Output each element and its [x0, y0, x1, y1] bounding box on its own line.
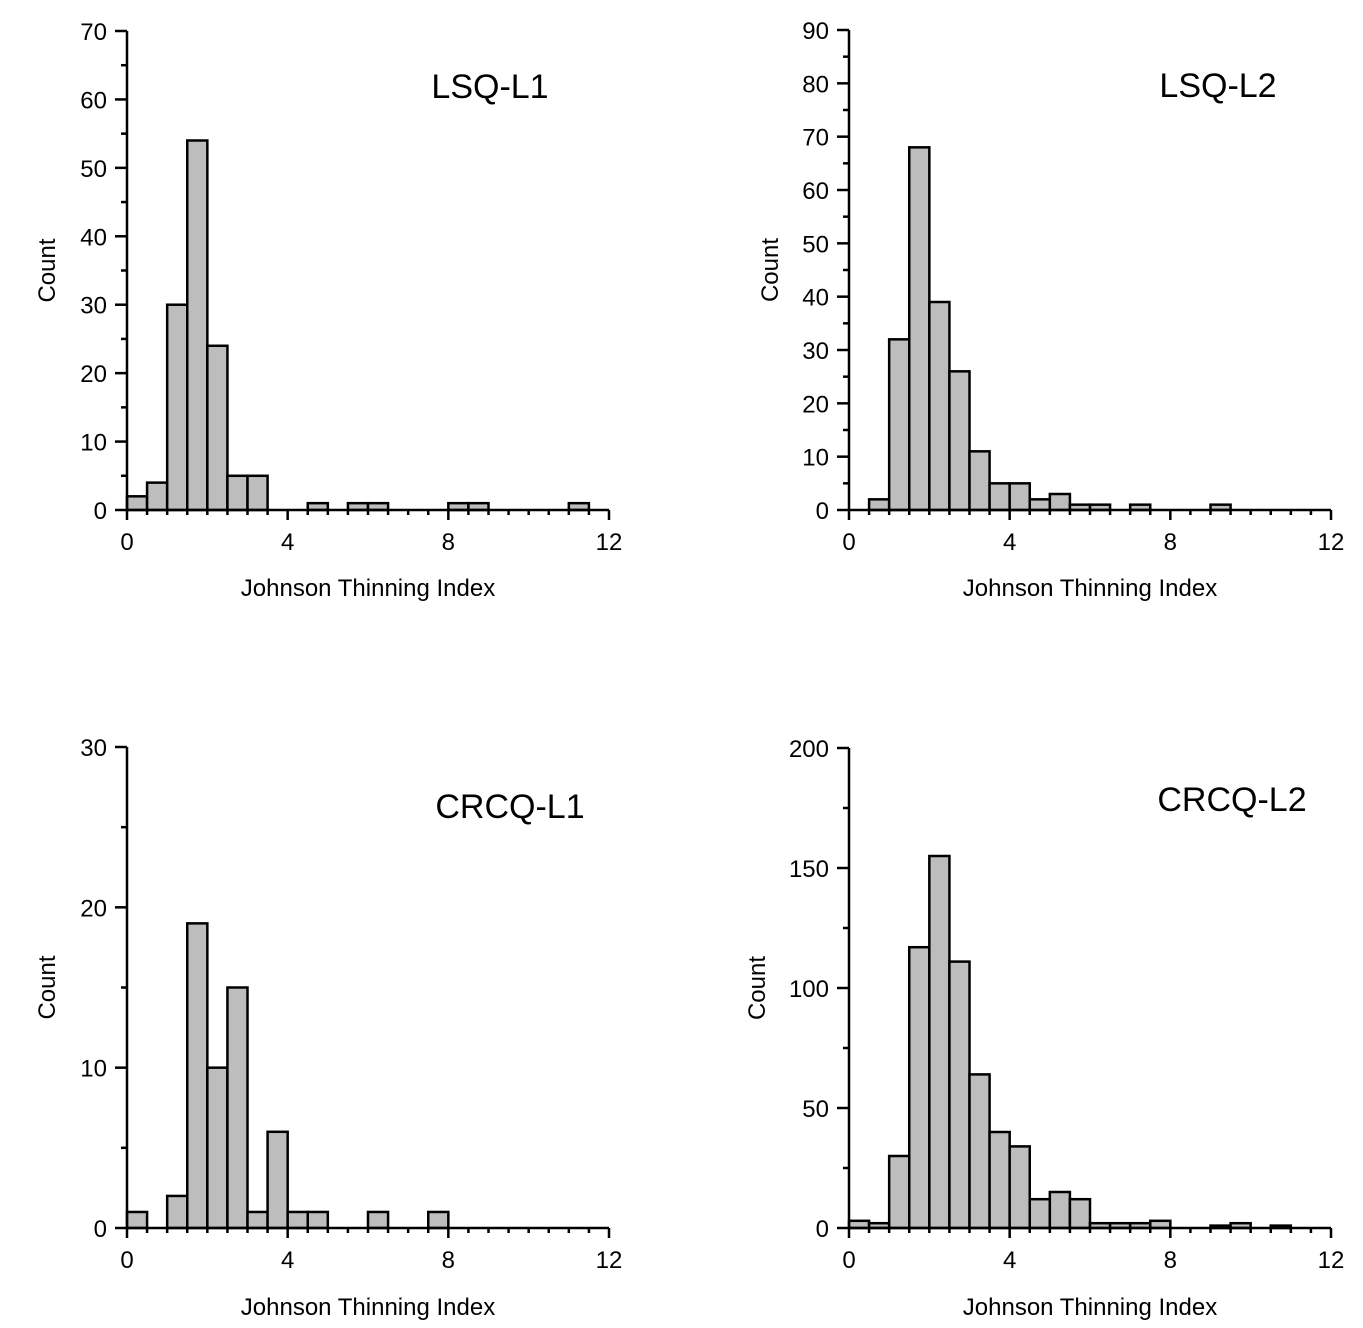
y-tick-label: 100 — [789, 976, 829, 1003]
y-tick-label: 90 — [802, 18, 829, 45]
bar-crcq-l1-4 — [226, 986, 249, 1230]
x-tick-label: 8 — [442, 1247, 455, 1274]
x-tick-label: 0 — [842, 529, 855, 556]
x-tick-label: 4 — [1003, 1247, 1016, 1274]
y-tick-label: 20 — [802, 391, 829, 418]
y-tick-label: 70 — [80, 19, 107, 46]
panel-lsq-l1: 0 4 8 12 0 10 20 30 40 50 60 70 Johnson Thinning Ind… — [34, 19, 622, 602]
bar-crcq-l2-11 — [1068, 1197, 1092, 1230]
y-tick-label: 30 — [80, 293, 107, 320]
y-tick-label: 50 — [802, 1096, 829, 1123]
x-tick-label: 0 — [842, 1247, 855, 1274]
x-tick-label: 8 — [1164, 529, 1177, 556]
bar-crcq-l2-3 — [908, 945, 931, 1230]
panel-lsq-l2: 0 4 8 12 0 10 20 30 40 50 60 70 80 90 Johnson Thinning… — [757, 18, 1344, 602]
bar-crcq-l1-8 — [306, 1210, 330, 1230]
x-tick-label: 4 — [281, 1247, 294, 1274]
y-tick-label: 0 — [816, 1216, 829, 1243]
bar-crcq-l2-8 — [1008, 1145, 1032, 1230]
bar-lsq-l1-5 — [226, 474, 249, 512]
bar-lsq-l2-6 — [988, 482, 1011, 512]
y-tick-label: 0 — [94, 498, 107, 525]
bar-crcq-l1-9 — [366, 1210, 390, 1230]
bar-lsq-l2-2 — [908, 146, 931, 512]
bar-crcq-l1-2 — [186, 922, 209, 1230]
bar-crcq-l1-7 — [286, 1210, 309, 1230]
bar-lsq-l1-3 — [186, 139, 209, 512]
y-tick-label: 10 — [802, 445, 829, 472]
y-tick-label: 10 — [80, 1056, 107, 1083]
y-tick-label: 70 — [802, 125, 829, 152]
bar-crcq-l2-2 — [887, 1154, 911, 1230]
y-tick-label: 200 — [789, 736, 829, 763]
panel-title: CRCQ-L2 — [1157, 781, 1306, 819]
y-tick-label: 30 — [802, 338, 829, 365]
bar-lsq-l2-0 — [867, 498, 891, 512]
y-tick-label: 0 — [94, 1216, 107, 1243]
x-axis-title: Johnson Thinning Index — [241, 1294, 495, 1321]
x-tick-label: 12 — [596, 529, 623, 556]
x-tick-label: 4 — [281, 529, 294, 556]
x-tick-label: 8 — [442, 529, 455, 556]
panel-crcq-l2: 0 4 8 12 0 50 100 150 200 Johnson Thinning Index C… — [744, 736, 1344, 1321]
panel-title: LSQ-L1 — [431, 68, 548, 106]
bar-crcq-l1-3 — [206, 1066, 229, 1230]
bar-lsq-l2-8 — [1028, 498, 1052, 512]
y-axis-title: Count — [34, 238, 61, 302]
y-axis-title: Count — [757, 238, 784, 302]
bar-crcq-l1-1 — [165, 1194, 189, 1230]
bar-lsq-l1-1 — [145, 481, 169, 512]
y-tick-label: 0 — [816, 498, 829, 525]
x-tick-label: 12 — [1318, 1247, 1345, 1274]
bar-lsq-l1-4 — [206, 344, 229, 512]
bar-crcq-l1-10 — [427, 1210, 450, 1230]
y-tick-label: 50 — [80, 156, 107, 183]
y-axis-title: Count — [34, 955, 61, 1019]
panel-crcq-l1: 0 4 8 12 0 10 20 30 Johnson Thinning Index Count C… — [34, 735, 622, 1321]
y-tick-label: 60 — [80, 87, 107, 114]
bar-crcq-l1-0 — [125, 1210, 149, 1230]
bar-crcq-l1-5 — [246, 1210, 269, 1230]
y-tick-label: 20 — [80, 361, 107, 388]
x-tick-label: 12 — [596, 1247, 623, 1274]
bar-crcq-l2-9 — [1028, 1197, 1052, 1230]
y-tick-label: 30 — [80, 735, 107, 762]
y-tick-label: 80 — [802, 71, 829, 98]
bar-lsq-l1-6 — [246, 474, 269, 512]
x-tick-label: 4 — [1003, 529, 1016, 556]
y-axis-title: Count — [744, 956, 771, 1020]
bar-lsq-l2-4 — [948, 370, 971, 512]
bar-crcq-l2-4 — [928, 854, 951, 1230]
y-tick-label: 50 — [802, 231, 829, 258]
bar-crcq-l2-7 — [988, 1130, 1011, 1230]
x-axis-title: Johnson Thinning Index — [963, 1294, 1217, 1321]
bar-crcq-l2-10 — [1048, 1190, 1072, 1230]
y-tick-label: 20 — [80, 895, 107, 922]
x-tick-label: 12 — [1318, 529, 1345, 556]
y-tick-label: 10 — [80, 430, 107, 457]
bar-crcq-l2-5 — [948, 960, 971, 1230]
x-tick-label: 0 — [120, 529, 133, 556]
x-tick-label: 8 — [1164, 1247, 1177, 1274]
bar-lsq-l2-3 — [928, 300, 951, 512]
y-tick-label: 60 — [802, 178, 829, 205]
bar-lsq-l1-2 — [165, 303, 189, 512]
bar-crcq-l2-6 — [968, 1073, 991, 1230]
bar-lsq-l2-9 — [1048, 492, 1072, 512]
x-tick-label: 0 — [120, 1247, 133, 1274]
bar-lsq-l2-5 — [968, 450, 991, 512]
panel-title: CRCQ-L1 — [435, 788, 584, 826]
x-axis-title: Johnson Thinning Index — [241, 575, 495, 602]
bar-lsq-l2-1 — [887, 338, 911, 512]
bar-lsq-l2-7 — [1008, 482, 1032, 512]
x-axis-title: Johnson Thinning Index — [963, 575, 1217, 602]
y-tick-label: 150 — [789, 856, 829, 883]
y-tick-label: 40 — [80, 224, 107, 251]
bar-crcq-l1-6 — [266, 1130, 289, 1230]
panel-title: LSQ-L2 — [1159, 67, 1276, 105]
y-tick-label: 40 — [802, 285, 829, 312]
bar-lsq-l1-0 — [125, 495, 149, 512]
